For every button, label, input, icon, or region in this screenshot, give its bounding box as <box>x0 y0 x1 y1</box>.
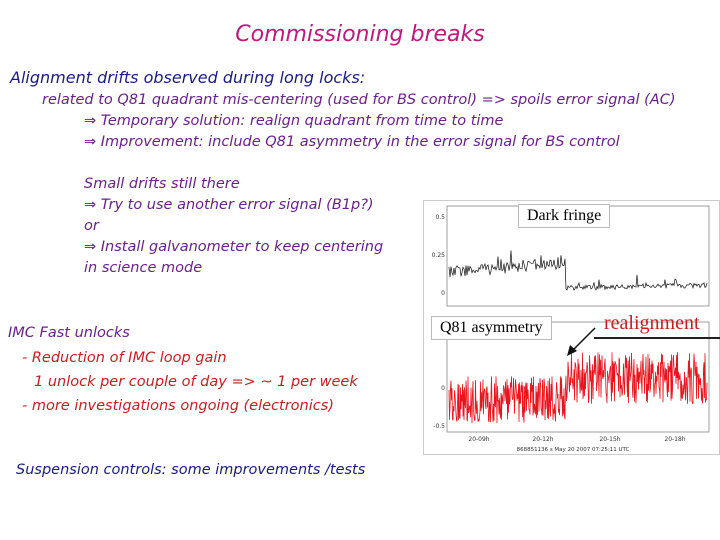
top-tick-3: 0 <box>441 290 445 297</box>
bottom-panel-frame <box>446 321 710 433</box>
drifts-line-3: or <box>84 218 99 234</box>
top-tick-1: 0.5 <box>435 214 445 221</box>
dark-fringe-label: Dark fringe <box>518 204 611 228</box>
bottom-tick-2: 0 <box>441 385 445 392</box>
x-tick-4: 20-18h <box>664 436 685 443</box>
imc-line-2: 1 unlock per couple of day => ~ 1 per we… <box>34 374 358 390</box>
drifts-line-2: ⇒ Try to use another error signal (B1p?) <box>84 197 374 213</box>
imc-heading: IMC Fast unlocks <box>8 325 130 341</box>
imc-line-3: - more investigations ongoing (electroni… <box>22 398 334 414</box>
drifts-line-5: in science mode <box>84 260 203 276</box>
x-tick-2: 20-12h <box>532 436 553 443</box>
plot-caption: 868851136 s May 20 2007 07:25:11 UTC <box>517 447 630 453</box>
drifts-line-4: ⇒ Install galvanometer to keep centering <box>84 239 384 255</box>
realignment-arrow-line <box>570 327 596 353</box>
bottom-tick-3: -0.5 <box>433 423 445 430</box>
x-tick-3: 20-15h <box>599 436 620 443</box>
top-tick-2: 0.25 <box>432 252 446 259</box>
x-tick-1: 20-09h <box>468 436 489 443</box>
alignment-heading: Alignment drifts observed during long lo… <box>10 68 366 87</box>
drifts-line-1: Small drifts still there <box>84 176 240 192</box>
q81-asymmetry-trace <box>448 351 708 424</box>
page-title: Commissioning breaks <box>235 22 485 47</box>
imc-line-1: - Reduction of IMC loop gain <box>22 350 227 366</box>
q81-asymmetry-label: Q81 asymmetry <box>431 316 552 340</box>
suspension-note: Suspension controls: some improvements /… <box>16 462 366 478</box>
realignment-label: realignment <box>604 312 700 334</box>
dark-fringe-trace <box>448 250 708 291</box>
alignment-line-1: related to Q81 quadrant mis-centering (u… <box>42 92 676 108</box>
alignment-line-3: ⇒ Improvement: include Q81 asymmetry in … <box>84 134 620 150</box>
alignment-line-2: ⇒ Temporary solution: realign quadrant f… <box>84 113 504 129</box>
realignment-arrowhead <box>567 345 577 356</box>
realignment-underline <box>594 337 720 339</box>
